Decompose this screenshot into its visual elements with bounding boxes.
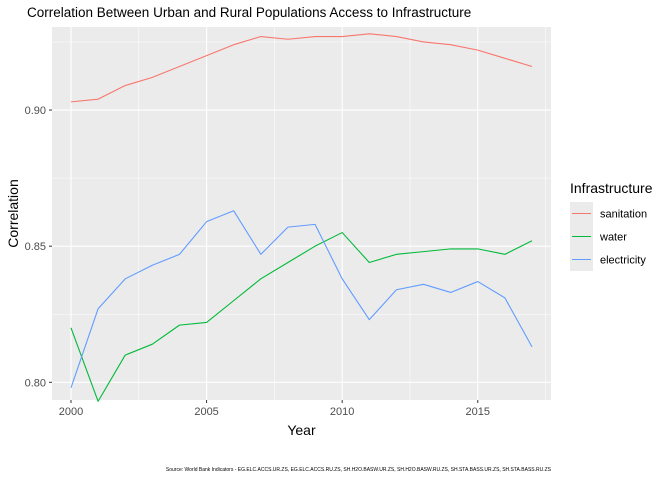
y-tick-label: 0.80	[25, 377, 46, 389]
legend-label-electricity: electricity	[600, 255, 646, 267]
legend-label-water: water	[599, 232, 627, 244]
major-gridlines	[52, 27, 551, 400]
legend: Infrastructure sanitation water electricit…	[570, 180, 653, 271]
y-axis-title: Correlation	[5, 179, 21, 247]
series-lines	[70, 33, 533, 402]
x-tick-label: 2015	[466, 406, 490, 418]
x-axis: 2000 2005 2010 2015	[59, 400, 490, 418]
x-tick-label: 2010	[330, 406, 354, 418]
series-line-sanitation	[70, 33, 533, 103]
legend-items: sanitation water electricity	[570, 202, 647, 271]
y-tick-label: 0.85	[25, 241, 46, 253]
x-tick-label: 2000	[59, 406, 83, 418]
minor-gridlines	[52, 27, 551, 400]
legend-title: Infrastructure	[570, 180, 653, 196]
y-axis: 0.80 0.85 0.90	[25, 105, 52, 389]
y-tick-label: 0.90	[25, 105, 46, 117]
series-line-water	[70, 232, 533, 402]
x-tick-label: 2005	[194, 406, 218, 418]
plot-panel	[52, 27, 551, 400]
legend-label-sanitation: sanitation	[600, 209, 647, 221]
x-axis-title: Year	[287, 422, 316, 438]
source-caption: Source: World Bank Indicators - EG.ELC.A…	[166, 467, 552, 473]
chart-title: Correlation Between Urban and Rural Popu…	[27, 5, 471, 20]
series-line-electricity	[70, 210, 533, 388]
